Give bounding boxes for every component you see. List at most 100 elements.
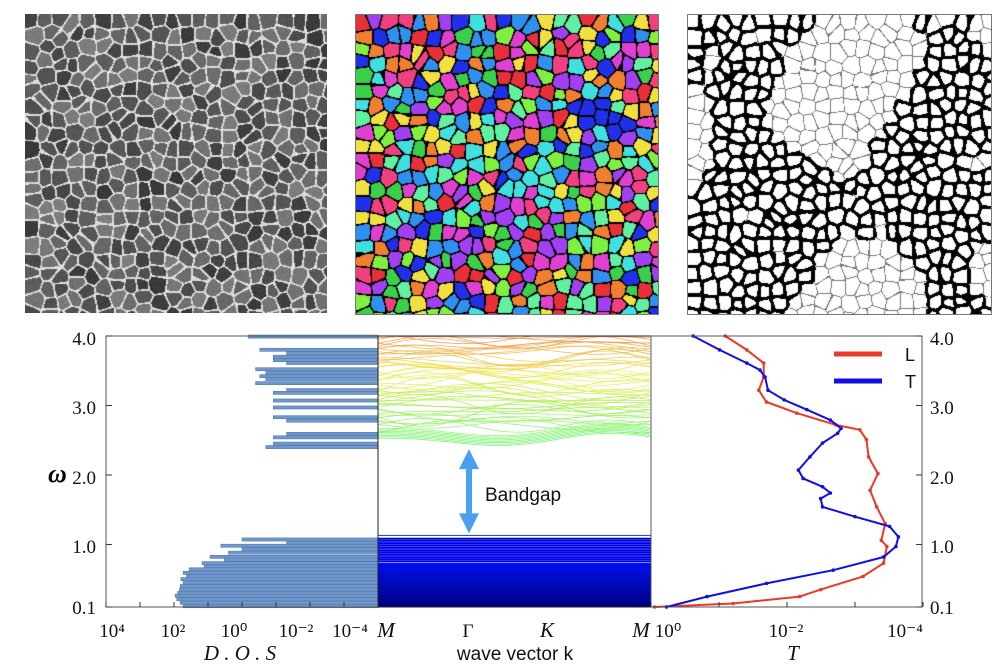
lower-band-fill [378, 563, 651, 607]
dos-bar [202, 562, 378, 565]
dos-panel [175, 335, 378, 608]
data-point-T [808, 455, 812, 459]
legend-label-t: T [905, 372, 916, 392]
dos-bar [189, 568, 378, 571]
data-point-T [839, 427, 843, 431]
dos-bar [180, 601, 378, 604]
data-point-T [758, 368, 762, 372]
data-point-T [745, 361, 749, 365]
dos-bar [273, 391, 378, 394]
data-point-T [718, 348, 722, 352]
data-point-T [765, 582, 769, 586]
dos-bar [273, 416, 378, 419]
t-x-tick-label: 10⁻⁴ [887, 621, 923, 642]
dos-bar [175, 594, 378, 597]
data-point-L [731, 602, 735, 606]
data-point-L [868, 488, 872, 492]
dos-bar [260, 348, 378, 351]
figure-plots: ω 4.0 3.0 2.0 1.0 0.1 4.0 3.0 2.0 1.0 0.… [0, 0, 997, 666]
k-tick-label: M [631, 618, 651, 642]
transmission-panel [653, 334, 901, 609]
data-point-L [861, 575, 865, 579]
dos-bar [273, 406, 378, 409]
dos-bar [242, 538, 378, 541]
data-point-T [853, 515, 857, 519]
y-tick-label: 4.0 [72, 329, 96, 350]
data-point-L [858, 428, 862, 432]
data-point-L [798, 595, 802, 599]
data-point-T [829, 418, 833, 422]
data-point-T [894, 545, 898, 549]
k-tick-label: K [539, 618, 555, 642]
dos-bar [179, 588, 378, 591]
data-point-T [801, 477, 805, 481]
dos-x-tick-label: 10⁴ [99, 621, 125, 642]
data-point-L [875, 505, 879, 509]
band-structure-panel [378, 336, 651, 607]
dos-bar [242, 548, 378, 551]
bandgap-arrow-head-down [459, 513, 479, 533]
dos-bar [181, 578, 378, 581]
y-tick-label-right: 3.0 [930, 398, 954, 419]
dos-x-tick-label: 10⁰ [221, 621, 248, 642]
axes-frame [651, 336, 922, 607]
y-tick-label-right: 2.0 [930, 468, 954, 489]
data-point-T [805, 408, 809, 412]
band-x-axis-label: wave vector k [456, 644, 574, 665]
dos-bar [273, 436, 378, 439]
dos-bar [183, 571, 378, 574]
dos-bar [183, 581, 378, 584]
y-tick-label-right: 0.1 [930, 598, 954, 619]
dos-bar [256, 382, 378, 385]
data-point-L [876, 472, 880, 476]
data-point-T [763, 375, 767, 379]
dos-bar [273, 442, 378, 445]
data-point-T [829, 491, 833, 495]
data-point-T [797, 468, 801, 472]
dos-x-tick-label: 10⁻² [279, 621, 314, 642]
dos-bar [266, 371, 378, 374]
y-tick-label: 0.1 [72, 598, 96, 619]
t-x-tick-label: 10⁰ [655, 621, 682, 642]
t-x-axis-label: T [787, 641, 800, 665]
data-point-T [821, 505, 825, 509]
y-tick-label-right: 1.0 [930, 537, 954, 558]
data-point-L [765, 400, 769, 404]
data-point-T [888, 525, 892, 529]
data-point-T [821, 485, 825, 489]
legend-label-l: L [905, 345, 915, 365]
dos-bar [248, 335, 378, 338]
k-tick-label: M [376, 618, 396, 642]
y-tick-label-right: 4.0 [930, 329, 954, 350]
y-tick-label: 1.0 [72, 537, 96, 558]
dos-bar [287, 419, 378, 422]
data-point-L [762, 361, 766, 365]
data-point-T [836, 431, 840, 435]
data-point-T [705, 595, 709, 599]
data-point-T [782, 398, 786, 402]
dos-bar [224, 558, 378, 561]
y-axis-label: ω [48, 459, 67, 488]
data-point-L [819, 588, 823, 592]
y-tick-label: 2.0 [72, 468, 96, 489]
dos-bar [221, 544, 378, 547]
data-point-T [766, 388, 770, 392]
t-x-tick-label: 10⁻² [769, 621, 804, 642]
data-point-T [882, 555, 886, 559]
data-point-T [897, 535, 901, 539]
data-point-L [745, 348, 749, 352]
dos-bar [287, 352, 378, 355]
dos-x-tick-label: 10⁻⁴ [332, 621, 368, 642]
dos-bar [287, 432, 378, 435]
bandgap-annotation: Bandgap [485, 485, 561, 506]
data-point-L [757, 388, 761, 392]
data-point-L [885, 545, 889, 549]
upper-band-line [378, 357, 650, 364]
data-point-T [821, 441, 825, 445]
upper-band-line [378, 382, 650, 391]
data-point-L [795, 411, 799, 415]
data-point-T [819, 497, 823, 501]
data-point-T [831, 568, 835, 572]
dos-bar [177, 598, 378, 601]
dos-bar [273, 355, 378, 358]
